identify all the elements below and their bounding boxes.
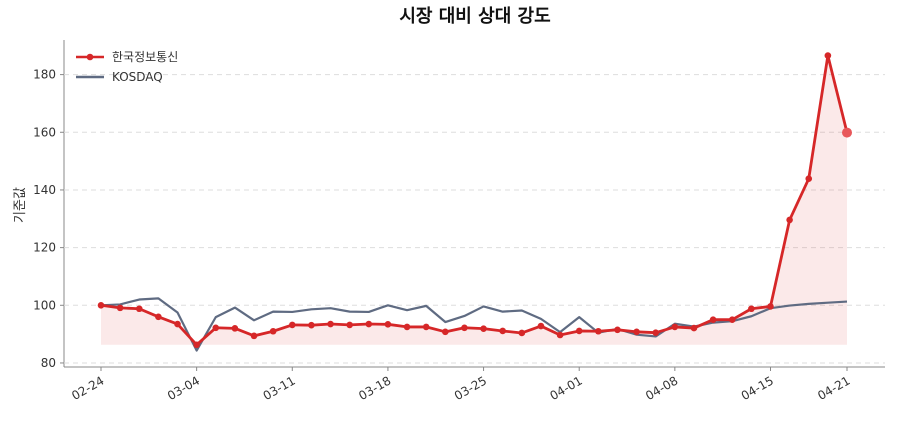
point (250, 332, 258, 340)
point (556, 331, 564, 339)
point (767, 303, 774, 310)
x-tick-label: 02-24 (69, 373, 106, 403)
point (97, 301, 105, 309)
y-tick-label: 160 (33, 125, 56, 139)
y-tick-label: 140 (33, 183, 56, 197)
point (709, 316, 717, 324)
point (537, 322, 545, 330)
point (786, 216, 793, 224)
x-tick-label: 03-25 (452, 373, 489, 403)
point (461, 324, 468, 332)
series-line (100, 54, 849, 347)
y-tick-label: 120 (33, 241, 56, 255)
point (288, 321, 296, 329)
point (346, 321, 353, 329)
point (614, 326, 621, 334)
legend-marker (86, 53, 94, 61)
legend-label: 한국정보통신 (112, 50, 178, 64)
point (690, 324, 698, 332)
chart-title: 시장 대비 상대 강도 (399, 6, 550, 27)
point (212, 324, 220, 332)
x-tick-label: 04-15 (739, 373, 776, 403)
point (442, 328, 449, 336)
x-tick-label: 03-04 (165, 373, 202, 403)
y-tick-label: 80 (41, 356, 56, 370)
point (748, 305, 755, 313)
point (308, 321, 315, 329)
point (231, 325, 239, 332)
point (327, 320, 334, 328)
point (116, 304, 124, 312)
point (422, 323, 430, 331)
legend-label: KOSDAQ (112, 70, 163, 84)
x-tick-label: 04-21 (815, 373, 852, 403)
point (824, 52, 832, 59)
y-tick-label: 180 (33, 68, 56, 82)
point (499, 327, 506, 335)
point (135, 305, 143, 313)
point (193, 341, 200, 349)
point (842, 127, 852, 138)
point (652, 329, 660, 336)
x-tick-label: 03-11 (261, 373, 298, 403)
point (480, 325, 487, 332)
y-tick-label: 100 (33, 298, 56, 312)
point (633, 328, 640, 336)
x-tick-label: 04-01 (548, 373, 585, 403)
point (365, 320, 373, 328)
x-tick-label: 03-18 (356, 373, 393, 403)
area-fill (101, 55, 847, 345)
point (728, 316, 736, 324)
point (269, 327, 277, 335)
point (174, 320, 181, 328)
x-tick-label: 04-08 (643, 373, 680, 403)
point (575, 327, 583, 335)
point (805, 175, 813, 183)
point (384, 321, 392, 328)
series-line (100, 297, 848, 352)
point (671, 323, 679, 331)
y-axis-label: 기준값 (13, 187, 28, 223)
point (155, 313, 162, 321)
point (403, 323, 411, 331)
point (518, 329, 526, 337)
point (595, 327, 602, 335)
